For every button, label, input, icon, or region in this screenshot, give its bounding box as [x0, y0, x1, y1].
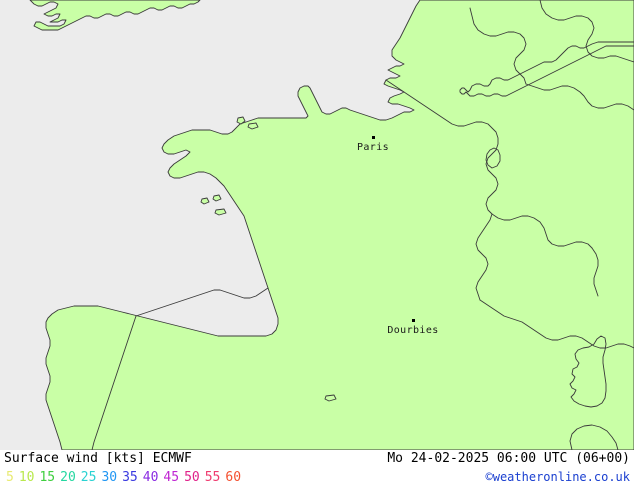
landmass-southern-england [459, 41, 634, 97]
legend-value-5: 5 [6, 470, 14, 485]
border-france-spain-pyrenees [135, 287, 269, 317]
legend-value-30: 30 [101, 470, 118, 485]
valid-time-label: Mo 24-02-2025 06:00 UTC (06+00) [387, 451, 630, 466]
map-canvas[interactable]: Paris Dourbies [0, 0, 634, 450]
landmass-island-small-3 [212, 194, 222, 202]
landmass-island-small-5 [214, 208, 227, 216]
wind-speed-legend: 5 10 15 20 25 30 35 40 45 50 55 60 [6, 470, 246, 485]
landmass-wales-ireland [29, 0, 201, 31]
footer-row-legend: 5 10 15 20 25 30 35 40 45 50 55 60 ©weatheronline.c… [0, 469, 634, 489]
legend-value-55: 55 [204, 470, 221, 485]
landmass-sardinia [569, 424, 619, 450]
border-france-belgium-germany [385, 79, 499, 215]
legend-value-15: 15 [39, 470, 56, 485]
city-dot-icon [372, 136, 375, 139]
border-germany-north [539, 0, 634, 63]
border-italy-north [591, 247, 599, 297]
legend-value-20: 20 [60, 470, 76, 485]
footer-bar: Surface wind [kts] ECMWF Mo 24-02-2025 0… [0, 450, 634, 490]
city-dot-icon [412, 319, 415, 322]
coast-mediterranean-south [479, 299, 634, 349]
landmass-island-small-1 [236, 116, 246, 125]
landmass-corsica [569, 335, 607, 408]
legend-value-50: 50 [184, 470, 200, 485]
city-label-paris: Paris [356, 142, 390, 153]
landmass-island-small-4 [200, 197, 210, 205]
legend-value-35: 35 [122, 470, 138, 485]
map-graphic [29, 0, 634, 450]
legend-value-25: 25 [80, 470, 97, 485]
landmass-continental-europe [45, 0, 634, 450]
legend-value-60: 60 [225, 470, 242, 485]
legend-value-40: 40 [142, 470, 159, 485]
legend-value-45: 45 [163, 470, 180, 485]
border-france-italy-alps [475, 213, 493, 301]
border-spain-portugal [91, 315, 137, 450]
copyright-label: ©weatheronline.co.uk [485, 470, 631, 484]
chart-title: Surface wind [kts] ECMWF [4, 451, 192, 466]
city-label-dourbies: Dourbies [387, 325, 439, 336]
legend-value-10: 10 [18, 470, 35, 485]
border-belgium-netherlands [469, 7, 527, 85]
landmass-island-small-6 [324, 394, 337, 402]
border-france-switzerland-italy [491, 213, 593, 249]
landmass-island-small-2 [247, 122, 259, 130]
footer-row-title: Surface wind [kts] ECMWF Mo 24-02-2025 0… [0, 450, 634, 470]
border-germany-internal [525, 83, 634, 111]
border-luxembourg [485, 147, 501, 169]
